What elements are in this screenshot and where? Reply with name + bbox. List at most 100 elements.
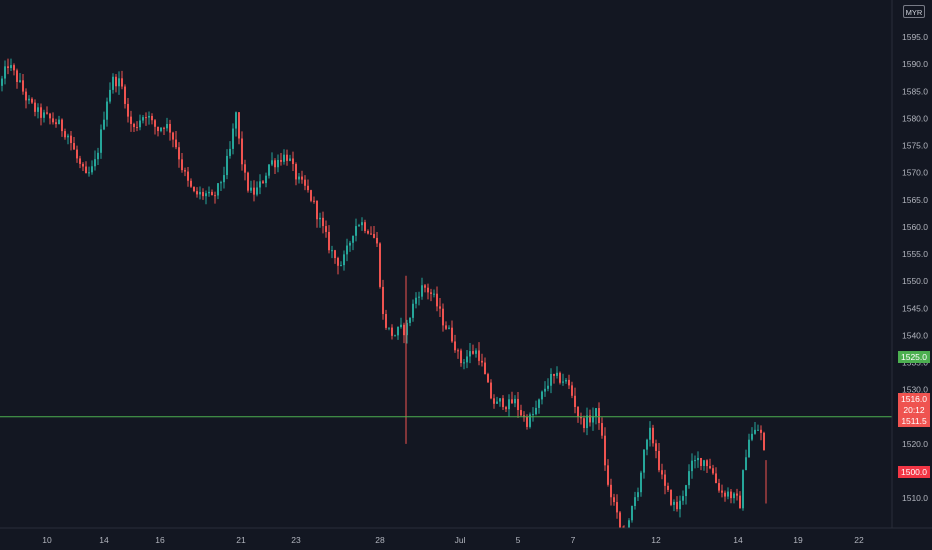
candles-layer — [1, 58, 767, 550]
price-axis-panel[interactable] — [892, 0, 932, 528]
candle-body — [166, 124, 168, 129]
candle-body — [370, 233, 372, 235]
candle-body — [577, 406, 579, 417]
candle-body — [196, 191, 198, 195]
candle-body — [292, 158, 294, 165]
candle-body — [457, 350, 459, 352]
candle-body — [217, 183, 219, 196]
candle-body — [439, 306, 441, 309]
x-tick-label: Jul — [455, 535, 466, 545]
currency-badge[interactable]: MYR — [903, 5, 925, 18]
candle-body — [568, 379, 570, 386]
y-tick-label: 1530.0 — [902, 385, 928, 395]
candle-body — [520, 410, 522, 416]
y-tick-label: 1590.0 — [902, 59, 928, 69]
x-tick-label: 19 — [793, 535, 803, 545]
candle-body — [229, 148, 231, 156]
x-tick-label: 28 — [375, 535, 385, 545]
candle-body — [259, 181, 261, 188]
candle-body — [466, 356, 468, 363]
x-tick-label: 10 — [42, 535, 52, 545]
candle-body — [406, 322, 408, 336]
candle-body — [484, 362, 486, 375]
candle-body — [541, 391, 543, 400]
candle-body — [325, 226, 327, 232]
candle-body — [475, 350, 477, 354]
candle-body — [256, 187, 258, 195]
candle-body — [667, 485, 669, 490]
candle-body — [235, 112, 237, 129]
candle-body — [583, 418, 585, 429]
candle-body — [382, 286, 384, 315]
horizontal-lines-layer — [0, 416, 892, 418]
candle-body — [109, 89, 111, 102]
candle-body — [301, 176, 303, 180]
candle-body — [427, 287, 429, 293]
candle-body — [31, 98, 33, 103]
candle-body — [115, 76, 117, 87]
candle-body — [391, 327, 393, 336]
candle-body — [421, 285, 423, 297]
candle-body — [328, 231, 330, 251]
candle-body — [565, 379, 567, 382]
candle-body — [724, 492, 726, 497]
candle-body — [526, 416, 528, 427]
candle-body — [367, 230, 369, 234]
candle-body — [397, 326, 399, 336]
candle-body — [73, 143, 75, 150]
candle-body — [121, 78, 123, 87]
candle-body — [175, 139, 177, 148]
y-tick-label: 1560.0 — [902, 222, 928, 232]
candle-body — [340, 265, 342, 267]
candle-body — [211, 191, 213, 196]
candle-body — [400, 324, 402, 327]
candle-body — [643, 449, 645, 473]
candle-body — [238, 112, 240, 139]
candle-body — [181, 159, 183, 171]
candle-body — [214, 195, 216, 197]
candle-body — [43, 112, 45, 118]
candle-body — [445, 325, 447, 329]
candle-body — [250, 187, 252, 191]
candle-body — [91, 166, 93, 173]
candle-body — [394, 335, 396, 337]
candle-body — [4, 66, 6, 79]
candle-body — [151, 115, 153, 121]
candle-body — [730, 491, 732, 499]
candle-body — [463, 362, 465, 364]
candle-body — [13, 65, 15, 71]
candle-body — [67, 135, 69, 138]
x-tick-label: 14 — [733, 535, 743, 545]
candle-body — [97, 152, 99, 160]
candle-body — [244, 164, 246, 173]
candle-body — [502, 398, 504, 408]
candle-body — [682, 496, 684, 501]
candle-body — [691, 460, 693, 472]
candle-body — [658, 450, 660, 471]
candle-body — [733, 493, 735, 499]
candle-body — [556, 372, 558, 376]
candle-body — [469, 351, 471, 357]
x-tick-label: 7 — [571, 535, 576, 545]
candle-body — [637, 492, 639, 498]
candle-body — [355, 226, 357, 236]
candle-body — [493, 398, 495, 404]
candle-body — [436, 293, 438, 307]
candle-body — [685, 485, 687, 497]
candle-body — [706, 460, 708, 467]
candle-body — [310, 190, 312, 201]
candle-body — [514, 398, 516, 404]
candle-body — [118, 78, 120, 87]
candle-body — [553, 373, 555, 376]
candle-body — [241, 138, 243, 165]
candle-body — [709, 466, 711, 469]
x-tick-label: 12 — [651, 535, 661, 545]
candle-body — [547, 385, 549, 389]
resistance-price-tag: 1525.0 — [898, 351, 930, 363]
candle-body — [184, 170, 186, 172]
candle-body — [130, 116, 132, 124]
candle-body — [412, 303, 414, 318]
time-axis-panel[interactable] — [0, 528, 932, 550]
candle-body — [505, 407, 507, 410]
